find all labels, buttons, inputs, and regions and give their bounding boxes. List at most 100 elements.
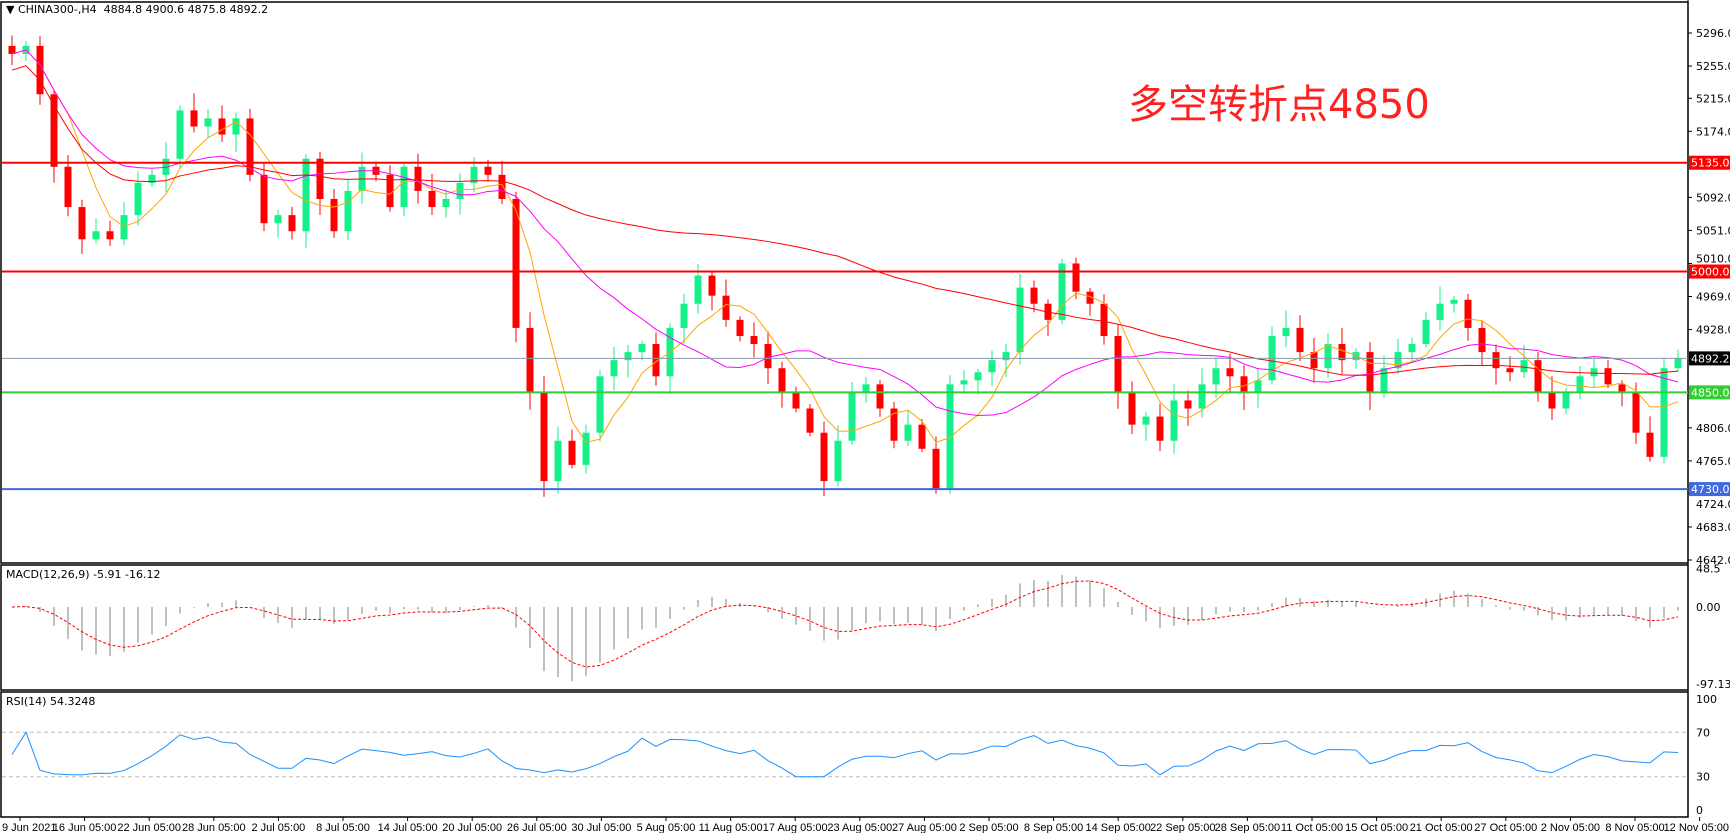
level-price-label: 4850.0: [1691, 386, 1730, 399]
candle-body: [176, 110, 184, 159]
candle-body: [526, 327, 534, 393]
candle-body: [792, 392, 800, 409]
candle-body: [904, 424, 912, 441]
candle-body: [1436, 303, 1444, 320]
rsi-pane-border: [0, 691, 1689, 818]
candle-body: [848, 392, 856, 441]
candle-body: [1002, 352, 1010, 361]
candle-body: [1128, 392, 1136, 425]
rsi-label: RSI(14) 54.3248: [6, 695, 96, 708]
candle-body: [554, 440, 562, 482]
candle-body: [988, 360, 996, 373]
candle-body: [1366, 352, 1374, 393]
candle-body: [1646, 432, 1654, 457]
candle-body: [1548, 392, 1556, 409]
candle-body: [582, 432, 590, 465]
level-price-label: 5000.0: [1691, 266, 1730, 279]
main-pane-border: [0, 1, 1689, 564]
time-tick-label: 20 Jul 05:00: [442, 822, 502, 833]
time-tick-label: 27 Oct 05:00: [1474, 822, 1537, 833]
candle-body: [1254, 380, 1262, 393]
candle-body: [36, 45, 44, 95]
time-tick-label: 28 Jun 05:00: [182, 822, 246, 833]
price-tick-label: 4683.0: [1696, 521, 1730, 534]
price-tick-label: 5010.0: [1696, 253, 1730, 266]
candle-body: [1604, 368, 1612, 385]
time-tick-label: 8 Nov 05:00: [1605, 822, 1664, 833]
candle-body: [1338, 344, 1346, 361]
candle-body: [498, 174, 506, 199]
candle-body: [1492, 352, 1500, 369]
candle-body: [400, 166, 408, 208]
candle-body: [1282, 327, 1290, 336]
candle-body: [330, 198, 338, 232]
time-tick-label: 26 Jul 05:00: [507, 822, 567, 833]
candle-body: [1450, 299, 1458, 304]
time-tick-label: 12 Nov 05:00: [1664, 822, 1729, 833]
rsi-line: [11, 731, 1679, 778]
candle-body: [1058, 263, 1066, 320]
time-tick-label: 30 Jul 05:00: [571, 822, 631, 833]
time-tick-label: 11 Aug 05:00: [699, 822, 763, 833]
annotation-text: 多空转折点4850: [1128, 82, 1430, 128]
chart-header: ▼ CHINA300-,H4 4884.8 4900.6 4875.8 4892…: [6, 3, 269, 16]
candle-body: [92, 231, 100, 240]
candle-body: [624, 352, 632, 361]
candle-body: [64, 166, 72, 208]
symbol-label: CHINA300-,H4: [17, 3, 97, 16]
time-tick-label: 8 Jul 05:00: [316, 822, 370, 833]
candle-body: [1156, 416, 1164, 441]
time-tick-label: 17 Aug 05:00: [763, 822, 828, 833]
rsi-tick-label: 0: [1696, 804, 1703, 817]
candle-body: [442, 198, 450, 208]
time-tick-label: 16 Jun 05:00: [53, 822, 117, 833]
ma-fast-line: [11, 49, 1679, 443]
time-tick-label: 22 Sep 05:00: [1150, 822, 1215, 833]
candle-body: [162, 158, 170, 175]
level-price-badge: [1689, 264, 1730, 279]
ma-slow-line: [11, 65, 1679, 376]
price-tick-label: 5051.0: [1696, 224, 1730, 237]
macd-label: MACD(12,26,9) -5.91 -16.12: [6, 568, 161, 581]
candle-body: [1422, 319, 1430, 345]
candle-body: [1310, 352, 1318, 369]
candle-body: [1506, 368, 1514, 373]
candle-body: [652, 344, 660, 377]
candle-body: [778, 368, 786, 393]
candle-body: [316, 158, 324, 199]
time-tick-label: 8 Sep 05:00: [1024, 822, 1083, 833]
candle-body: [1618, 384, 1626, 393]
price-tick-label: 5255.0: [1696, 60, 1730, 73]
candle-body: [806, 408, 814, 433]
candle-body: [708, 275, 716, 296]
candle-body: [1324, 344, 1332, 369]
candle-body: [414, 166, 422, 191]
candle-body: [78, 207, 86, 240]
candle-body: [512, 198, 520, 328]
candle-body: [106, 231, 114, 240]
candle-body: [862, 384, 870, 393]
candle-body: [1100, 303, 1108, 336]
candle-body: [484, 166, 492, 175]
macd-tick-label: 0.00: [1696, 601, 1721, 614]
price-tick-label: 5215.0: [1696, 92, 1730, 105]
candle-body: [1660, 368, 1668, 457]
candle-body: [1086, 291, 1094, 304]
time-tick-label: 27 Aug 05:00: [892, 822, 957, 833]
time-tick-label: 23 Aug 05:00: [827, 822, 892, 833]
candle-body: [8, 45, 16, 54]
candle-body: [1114, 335, 1122, 393]
candle-body: [1394, 352, 1402, 369]
candle-body: [344, 190, 352, 232]
candle-body: [1520, 360, 1528, 373]
price-tick-label: 5092.0: [1696, 191, 1730, 204]
time-tick-label: 5 Aug 05:00: [637, 822, 696, 833]
macd-pane-border: [0, 564, 1689, 691]
price-tick-label: 4806.0: [1696, 422, 1730, 435]
candle-body: [246, 118, 254, 175]
candle-body: [1226, 368, 1234, 377]
candle-body: [50, 94, 58, 167]
time-tick-label: 11 Oct 05:00: [1281, 822, 1343, 833]
candle-body: [134, 182, 142, 216]
